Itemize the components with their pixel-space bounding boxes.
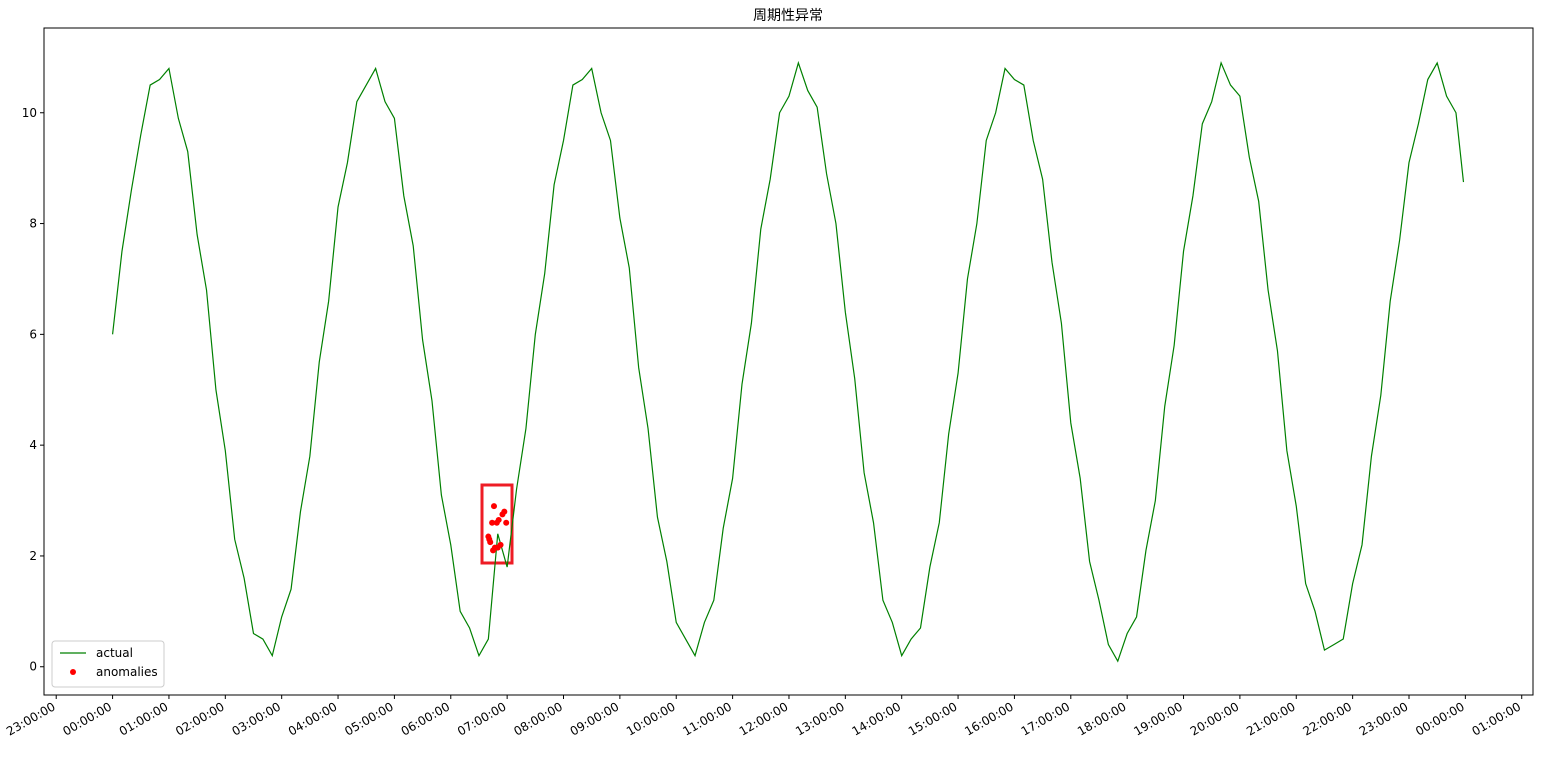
y-tick-label: 2	[29, 549, 37, 563]
y-tick-label: 4	[29, 438, 37, 452]
x-tick-label: 21:00:00	[1244, 699, 1298, 738]
anomaly-point	[497, 541, 504, 548]
x-tick-label: 12:00:00	[737, 699, 791, 738]
x-tick-label: 08:00:00	[511, 699, 565, 738]
x-tick-label: 11:00:00	[680, 699, 734, 738]
x-tick-label: 02:00:00	[173, 699, 227, 738]
x-tick-label: 16:00:00	[962, 699, 1016, 738]
x-tick-label: 01:00:00	[1470, 699, 1524, 738]
y-tick-label: 0	[29, 660, 37, 674]
x-tick-label: 05:00:00	[342, 699, 396, 738]
x-tick-label: 19:00:00	[1131, 699, 1185, 738]
x-tick-label: 22:00:00	[1300, 699, 1354, 738]
x-tick-label: 17:00:00	[1019, 699, 1073, 738]
x-tick-label: 06:00:00	[399, 699, 453, 738]
anomaly-point	[490, 503, 497, 510]
x-tick-label: 04:00:00	[286, 699, 340, 738]
anomaly-point	[501, 508, 508, 515]
chart-title: 周期性异常	[753, 8, 823, 24]
x-tick-label: 20:00:00	[1188, 699, 1242, 738]
legend-swatch	[70, 669, 76, 675]
legend-label: anomalies	[96, 665, 158, 679]
x-tick-label: 03:00:00	[229, 699, 283, 738]
x-tick-label: 00:00:00	[60, 699, 114, 738]
x-tick-label: 18:00:00	[1075, 699, 1129, 738]
y-tick-label: 8	[29, 217, 37, 231]
x-tick-label: 23:00:00	[1357, 699, 1411, 738]
y-tick-label: 6	[29, 327, 37, 341]
x-tick-label: 14:00:00	[850, 699, 904, 738]
x-tick-label: 15:00:00	[906, 699, 960, 738]
x-tick-label: 07:00:00	[455, 699, 509, 738]
x-tick-label: 09:00:00	[568, 699, 622, 738]
anomaly-point	[495, 516, 502, 523]
x-tick-label: 23:00:00	[4, 699, 58, 738]
anomaly-point	[503, 519, 510, 526]
legend-label: actual	[96, 646, 133, 660]
x-tick-label: 01:00:00	[117, 699, 171, 738]
actual-line	[111, 60, 1465, 663]
anomaly-point	[487, 539, 494, 546]
x-tick-label: 00:00:00	[1413, 699, 1467, 738]
anomaly-point	[489, 519, 496, 526]
x-tick-label: 13:00:00	[793, 699, 847, 738]
y-tick-label: 10	[22, 106, 37, 120]
x-tick-label: 10:00:00	[624, 699, 678, 738]
